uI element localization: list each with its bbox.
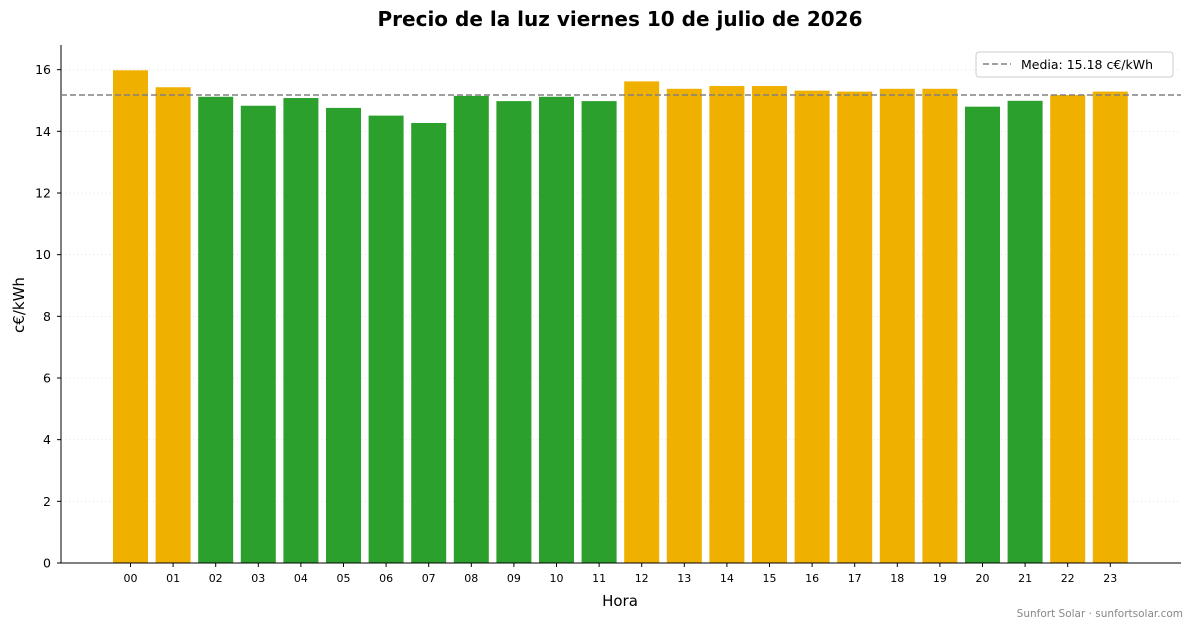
y-tick-label: 6: [43, 371, 51, 386]
bar-hour-13: [666, 88, 702, 564]
x-tick-label: 22: [1061, 572, 1075, 585]
bar-hour-22: [1050, 94, 1086, 563]
bar-hour-10: [539, 96, 574, 564]
x-tick-label: 07: [422, 572, 436, 585]
bar-hour-17: [837, 91, 873, 563]
x-tick-label: 23: [1103, 572, 1117, 585]
x-tick-label: 17: [848, 572, 862, 585]
x-tick-label: 03: [251, 572, 265, 585]
bar-hour-00: [113, 70, 148, 564]
bar-hour-03: [240, 105, 276, 563]
legend-mean-label: Media: 15.18 c€/kWh: [1021, 57, 1153, 72]
x-tick-label: 10: [550, 572, 564, 585]
x-tick-label: 04: [294, 572, 308, 585]
x-tick-label: 15: [763, 572, 777, 585]
bar-hour-04: [283, 98, 319, 564]
y-tick-label: 16: [35, 62, 51, 77]
x-tick-label: 01: [166, 572, 180, 585]
x-tick-label: 12: [635, 572, 649, 585]
y-tick-label: 14: [35, 124, 51, 139]
y-axis-ticks: 0 2 4 6 8 10 12 14 16: [35, 62, 61, 571]
x-tick-label: 02: [209, 572, 223, 585]
legend: Media: 15.18 c€/kWh: [975, 51, 1174, 78]
x-axis-ticks: 00 01 02 03 04 05 06 07 08 09 10 11 12 13 14 15 16 17 18 19…: [124, 563, 1117, 585]
y-tick-label: 2: [43, 494, 51, 509]
bar-hour-05: [326, 107, 361, 564]
y-tick-label: 4: [43, 432, 51, 447]
y-tick-label: 0: [43, 556, 51, 571]
x-tick-label: 18: [890, 572, 904, 585]
x-tick-label: 09: [507, 572, 521, 585]
bar-hour-23: [1092, 91, 1128, 563]
x-tick-label: 00: [124, 572, 138, 585]
x-tick-label: 06: [379, 572, 393, 585]
x-tick-label: 13: [677, 572, 691, 585]
x-tick-label: 16: [805, 572, 819, 585]
chart-title: Precio de la luz viernes 10 de julio de …: [378, 7, 863, 31]
bar-hour-21: [1007, 100, 1043, 563]
x-tick-label: 19: [933, 572, 947, 585]
legend-box: [975, 51, 1174, 78]
x-tick-label: 21: [1018, 572, 1032, 585]
bar-hour-01: [155, 87, 191, 563]
x-axis-label: Hora: [602, 592, 638, 610]
grid-lines: [61, 69, 1181, 502]
bar-hour-12: [624, 81, 660, 563]
x-tick-label: 11: [592, 572, 606, 585]
bar-hour-06: [368, 115, 404, 563]
bar-hour-14: [709, 86, 745, 563]
credit-text: Sunfort Solar · sunfortsolar.com: [1017, 608, 1183, 620]
bars: [113, 70, 1128, 564]
bar-hour-15: [752, 86, 787, 563]
bar-hour-18: [879, 88, 915, 564]
y-tick-label: 12: [35, 186, 51, 201]
x-tick-label: 14: [720, 572, 734, 585]
bar-hour-08: [453, 95, 489, 563]
y-tick-label: 10: [35, 247, 51, 262]
y-axis-label: c€/kWh: [10, 277, 28, 333]
bar-hour-20: [965, 106, 1000, 564]
bar-hour-11: [581, 101, 617, 563]
bar-hour-19: [922, 88, 958, 564]
bar-hour-07: [411, 123, 447, 563]
bar-hour-02: [198, 96, 234, 564]
bar-hour-16: [794, 90, 830, 563]
y-tick-label: 8: [43, 309, 51, 324]
x-tick-label: 20: [976, 572, 990, 585]
bar-hour-09: [496, 101, 532, 563]
x-tick-label: 08: [464, 572, 478, 585]
x-tick-label: 05: [337, 572, 351, 585]
